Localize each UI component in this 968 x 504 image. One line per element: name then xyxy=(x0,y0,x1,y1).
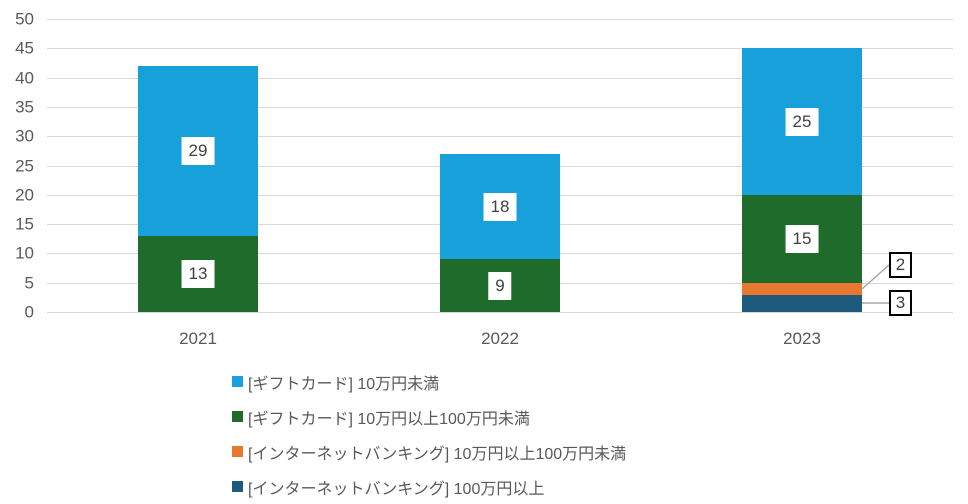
y-axis-label: 25 xyxy=(15,156,34,176)
legend-item: [インターネットバンキング] 10万円以上100万円未満 xyxy=(232,434,626,469)
legend-label: [ギフトカード] 10万円未満 xyxy=(248,375,440,393)
gridline xyxy=(47,19,953,20)
bar-segment xyxy=(742,294,862,312)
callout-label: 3 xyxy=(889,290,912,316)
y-axis-label: 40 xyxy=(15,68,34,88)
callout-label: 2 xyxy=(889,252,912,278)
y-axis-label: 50 xyxy=(15,9,34,29)
bar-segment xyxy=(742,283,862,295)
legend-marker xyxy=(232,376,243,387)
legend-label: [インターネットバンキング] 100万円以上 xyxy=(248,480,545,498)
gridline xyxy=(47,136,953,137)
y-axis-label: 5 xyxy=(24,273,34,293)
value-label: 13 xyxy=(181,260,215,288)
y-axis-label: 45 xyxy=(15,38,34,58)
gridline xyxy=(47,48,953,49)
legend-label: [ギフトカード] 10万円以上100万円未満 xyxy=(248,410,530,428)
x-axis-label: 2022 xyxy=(481,329,519,348)
value-label: 29 xyxy=(181,137,215,165)
gridline xyxy=(47,312,953,313)
value-label: 18 xyxy=(483,193,517,221)
legend-item: [インターネットバンキング] 100万円以上 xyxy=(232,469,544,504)
gridline xyxy=(47,107,953,108)
y-axis-label: 15 xyxy=(15,214,34,234)
value-label: 25 xyxy=(785,108,819,136)
y-axis-label: 20 xyxy=(15,185,34,205)
legend-marker xyxy=(232,446,243,457)
y-axis-label: 30 xyxy=(15,126,34,146)
value-label: 9 xyxy=(488,272,512,300)
legend-marker xyxy=(232,411,243,422)
leader-line xyxy=(861,264,890,290)
x-axis-label: 2021 xyxy=(179,329,217,348)
y-axis-label: 35 xyxy=(15,97,34,117)
legend-label: [インターネットバンキング] 10万円以上100万円未満 xyxy=(248,445,627,463)
y-axis-label: 0 xyxy=(24,302,34,322)
value-label: 15 xyxy=(785,225,819,253)
y-axis-label: 10 xyxy=(15,243,34,263)
legend-item: [ギフトカード] 10万円未満 xyxy=(232,364,439,399)
legend-marker xyxy=(232,481,243,492)
x-axis-label: 2023 xyxy=(783,329,821,348)
gridline xyxy=(47,78,953,79)
legend-item: [ギフトカード] 10万円以上100万円未満 xyxy=(232,399,530,434)
